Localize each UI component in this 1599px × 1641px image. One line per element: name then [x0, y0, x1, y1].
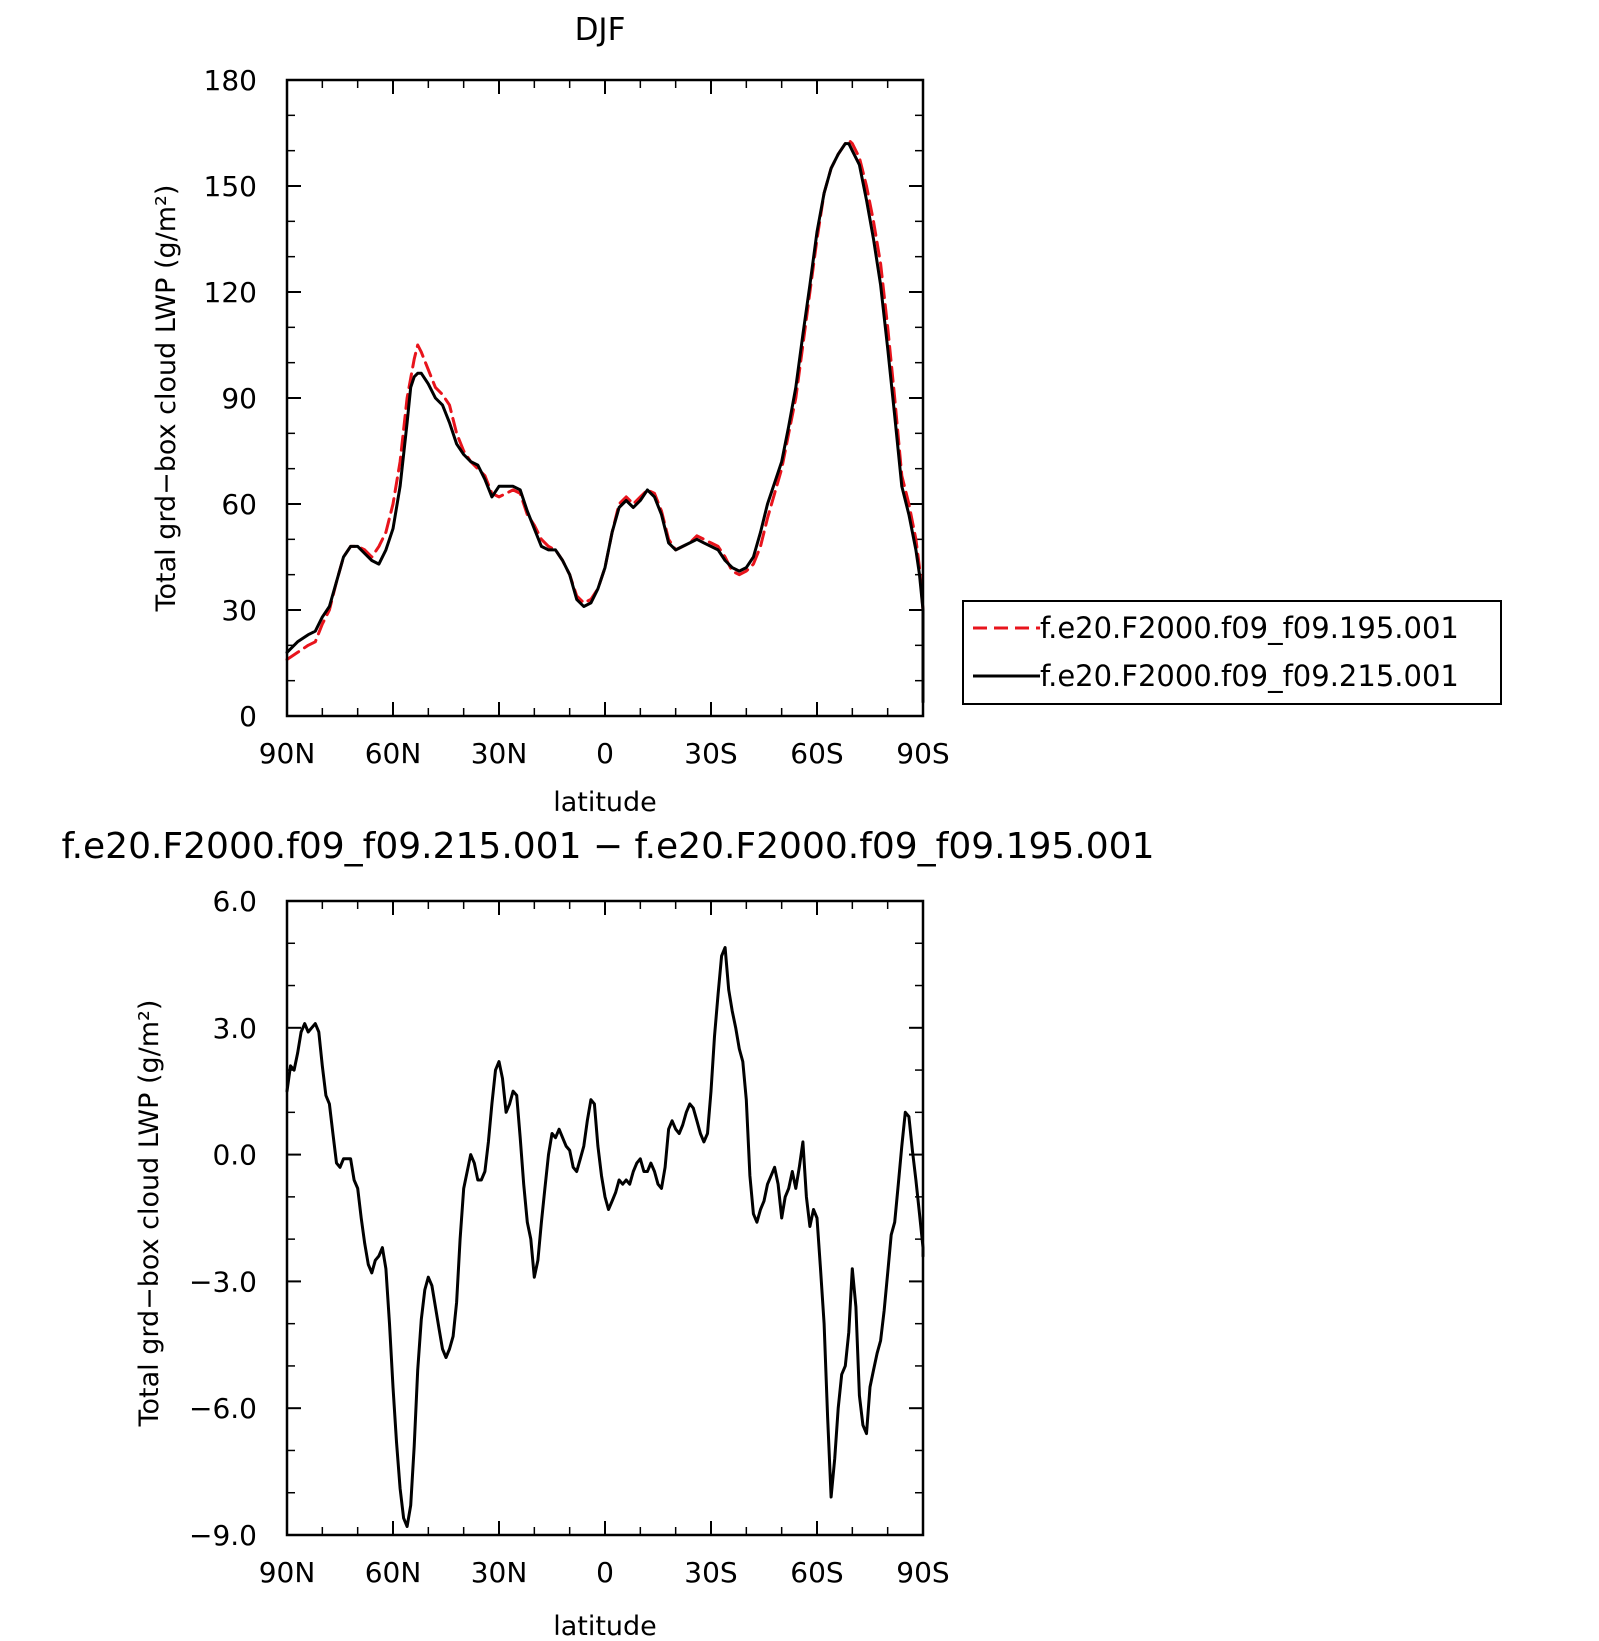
- bottom-x-tick-label: 90S: [896, 1556, 949, 1589]
- bottom-x-tick-label: 0: [596, 1556, 614, 1589]
- bottom-plot-frame: [285, 899, 925, 1537]
- top-series-line-1: [285, 138, 925, 700]
- top-chart-title: DJF: [575, 12, 626, 48]
- top-chart-ylabel: Total grd−box cloud LWP (g/m²): [151, 185, 182, 613]
- top-y-tick-label: 150: [204, 170, 257, 203]
- top-x-tick-label: 60S: [790, 737, 843, 770]
- bottom-y-tick-label: −3.0: [189, 1265, 257, 1298]
- bottom-y-tick-label: 3.0: [212, 1012, 257, 1045]
- top-y-tick-label: 60: [221, 488, 257, 521]
- top-y-tick-label: 120: [204, 276, 257, 309]
- bottom-y-tick-label: 6.0: [212, 885, 257, 918]
- top-y-axis: 0 30 60 90 120 150 180: [204, 64, 923, 733]
- top-y-tick-label: 180: [204, 64, 257, 97]
- bottom-chart-xlabel: latitude: [553, 1611, 657, 1641]
- top-x-tick-label: 30S: [684, 737, 737, 770]
- bottom-x-tick-label: 60S: [790, 1556, 843, 1589]
- bottom-chart-ylabel: Total grd−box cloud LWP (g/m²): [134, 1000, 165, 1428]
- bottom-y-tick-label: −9.0: [189, 1519, 257, 1552]
- legend-box: [962, 600, 1502, 705]
- bottom-x-tick-label: 30N: [471, 1556, 528, 1589]
- bottom-plot-lines: [285, 946, 925, 1528]
- top-x-tick-label: 90N: [259, 737, 316, 770]
- bottom-x-tick-label: 90N: [259, 1556, 316, 1589]
- top-x-tick-label: 30N: [471, 737, 528, 770]
- bottom-series-line-1: [285, 946, 925, 1528]
- top-x-tick-label: 60N: [365, 737, 422, 770]
- legend-label-series-1: f.e20.F2000.f09_f09.195.001: [1040, 611, 1459, 645]
- top-x-axis: 90N 60N 30N 0 30S 60S 90S: [259, 80, 950, 770]
- top-x-tick-label: 0: [596, 737, 614, 770]
- bottom-chart-title: f.e20.F2000.f09_f09.215.001 − f.e20.F200…: [62, 826, 1155, 867]
- top-y-tick-label: 90: [221, 382, 257, 415]
- top-x-tick-label: 90S: [896, 737, 949, 770]
- bottom-y-tick-label: −6.0: [189, 1392, 257, 1425]
- top-y-tick-label: 0: [239, 700, 257, 733]
- top-series-line-2: [285, 142, 925, 704]
- top-plot-frame: [285, 78, 925, 718]
- bottom-x-axis: 90N 60N 30N 0 30S 60S 90S: [259, 901, 950, 1589]
- bottom-y-tick-label: 0.0: [212, 1139, 257, 1172]
- legend: f.e20.F2000.f09_f09.195.001 f.e20.F2000.…: [962, 600, 1502, 705]
- top-chart-xlabel: latitude: [553, 787, 657, 818]
- top-plot-lines: [285, 138, 925, 704]
- legend-label-series-2: f.e20.F2000.f09_f09.215.001: [1040, 659, 1459, 693]
- top-y-tick-label: 30: [221, 594, 257, 627]
- bottom-y-axis: −9.0 −6.0 −3.0 0.0 3.0 6.0: [189, 885, 923, 1552]
- bottom-x-tick-label: 60N: [365, 1556, 422, 1589]
- bottom-x-tick-label: 30S: [684, 1556, 737, 1589]
